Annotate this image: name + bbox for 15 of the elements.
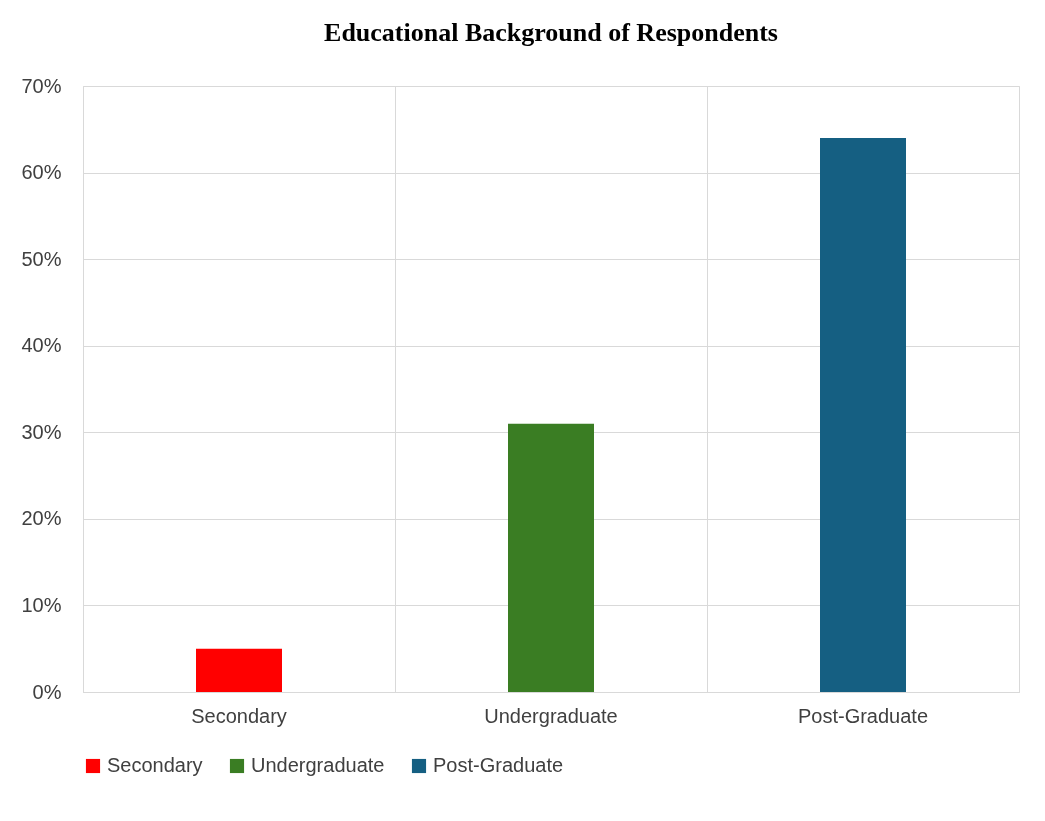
y-tick-label: 60% xyxy=(21,161,62,184)
y-tick-label: 50% xyxy=(21,247,62,270)
y-tick-label: 10% xyxy=(21,593,62,616)
legend-label: Post-Graduate xyxy=(433,754,564,776)
y-tick-label: 30% xyxy=(21,420,62,443)
x-tick-label: Undergraduate xyxy=(484,704,618,727)
y-tick-label: 0% xyxy=(32,680,62,703)
y-tick-label: 20% xyxy=(21,507,62,530)
y-tick-label: 40% xyxy=(21,334,62,357)
legend-label: Secondary xyxy=(107,754,203,776)
legend-label: Undergraduate xyxy=(251,754,385,776)
x-tick-label: Post-Graduate xyxy=(797,704,929,727)
chart-title: Educational Background of Respondents xyxy=(324,18,778,47)
x-tick-label: Secondary xyxy=(191,704,287,727)
y-tick-label: 70% xyxy=(21,74,62,97)
